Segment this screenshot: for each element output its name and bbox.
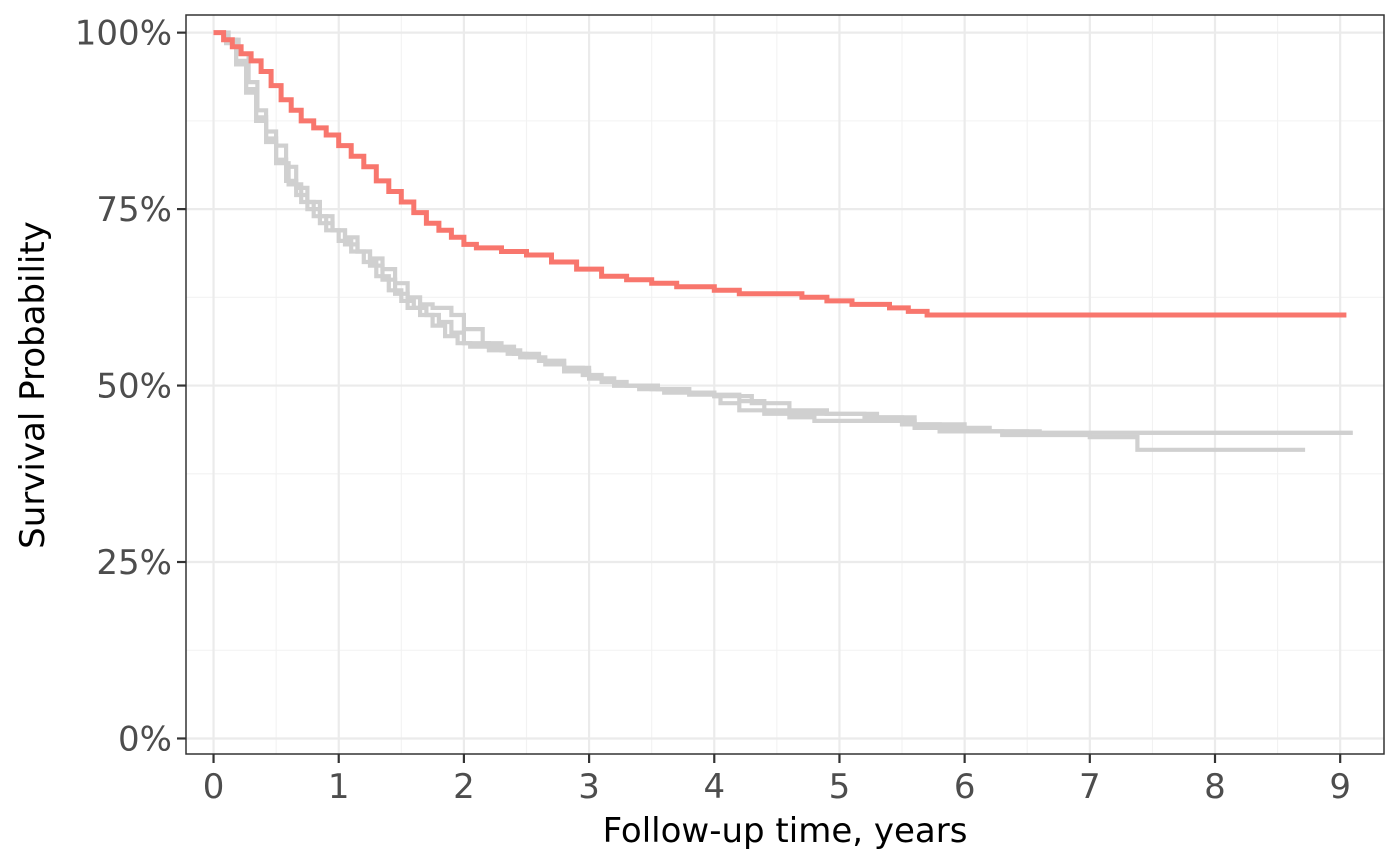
x-tick-label: 8 [1204,767,1226,807]
x-tick-label: 5 [829,767,851,807]
y-tick-label: 75% [96,190,172,230]
y-axis: 0% 25% 50% 75% 100% [75,14,186,759]
y-tick-label: 25% [96,543,172,583]
major-gridlines [186,15,1384,754]
x-tick-label: 1 [328,767,350,807]
x-tick-label: 0 [203,767,225,807]
y-tick-label: 50% [96,367,172,407]
x-tick-label: 3 [578,767,600,807]
x-tick-label: 4 [703,767,725,807]
x-tick-label: 9 [1329,767,1351,807]
series-layer [213,30,1353,452]
reference-survival-curve-3 [213,30,1353,435]
x-tick-label: 6 [954,767,976,807]
x-axis: 0 1 2 3 4 5 6 7 8 9 [203,754,1351,807]
x-axis-title: Follow-up time, years [603,811,968,851]
y-axis-title: Survival Probability [13,221,53,549]
y-tick-label: 100% [75,14,172,54]
highlighted-survival-curve [213,30,1347,318]
x-tick-label: 2 [453,767,475,807]
y-tick-label: 0% [118,719,172,759]
x-tick-label: 7 [1079,767,1101,807]
